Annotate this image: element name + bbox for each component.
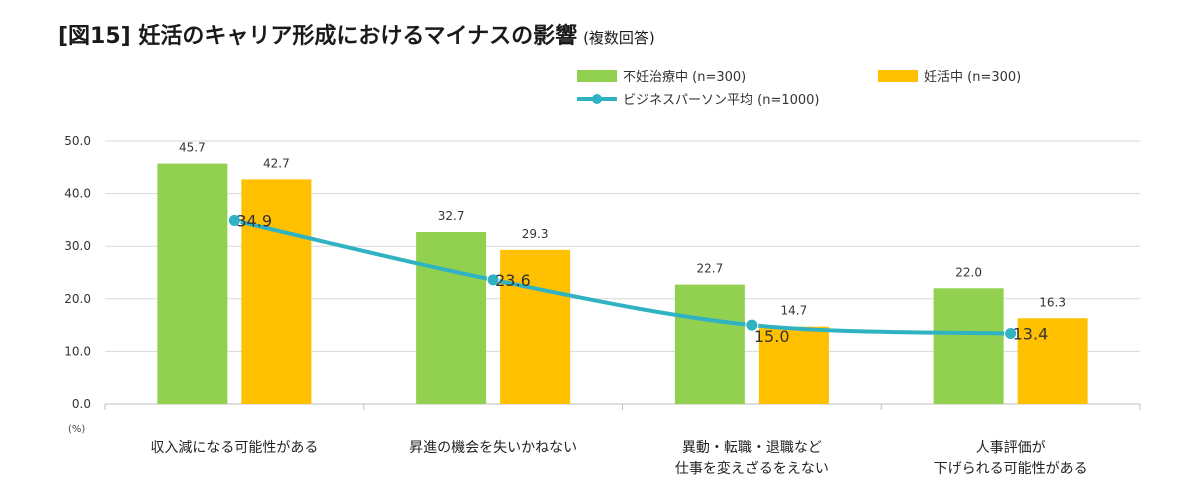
bar-trying-to-conceive bbox=[758, 326, 829, 404]
y-tick-label: 50.0 bbox=[64, 134, 91, 148]
bar-fertility-treatment bbox=[933, 288, 1004, 404]
legend-label: 妊活中 (n=300) bbox=[924, 70, 1021, 85]
category-label: 仕事を変えざるをえない bbox=[675, 460, 829, 477]
category-label: 収入減になる可能性がある bbox=[150, 439, 318, 456]
category-label: 人事評価が bbox=[976, 440, 1046, 456]
y-axis: 0.0 10.0 20.0 30.0 40.0 50.0 (%) bbox=[64, 134, 91, 435]
category-label: 昇進の機会を失いかねない bbox=[409, 440, 577, 456]
bar-value-label: 22.7 bbox=[697, 262, 724, 276]
category-label: 下げられる可能性がある bbox=[934, 461, 1088, 477]
average-value-label: 23.6 bbox=[495, 271, 531, 290]
category-label: 異動・転職・退職など bbox=[682, 440, 822, 456]
average-line bbox=[227, 213, 1018, 341]
chart-title-text: [図15] 妊活のキャリア形成におけるマイナスの影響 bbox=[58, 24, 578, 49]
average-line-path bbox=[232, 218, 1013, 336]
y-tick-label: 40.0 bbox=[64, 187, 91, 201]
bar-trying-to-conceive bbox=[1017, 318, 1088, 404]
average-value-label: 15.0 bbox=[754, 327, 790, 346]
y-tick-label: 20.0 bbox=[64, 292, 91, 306]
y-tick-label: 0.0 bbox=[72, 397, 91, 411]
average-line-point bbox=[486, 273, 500, 287]
average-line-point bbox=[745, 318, 759, 332]
legend: 不妊治療中 (n=300) 妊活中 (n=300) ビジネスパーソン平均 (n=10… bbox=[577, 70, 1021, 108]
average-line-point bbox=[1004, 327, 1018, 341]
legend-label: 不妊治療中 (n=300) bbox=[623, 70, 746, 85]
legend-swatch-marker bbox=[592, 94, 602, 104]
bar-value-label: 22.0 bbox=[955, 265, 982, 279]
bar-fertility-treatment bbox=[157, 163, 228, 404]
legend-swatch bbox=[878, 70, 918, 82]
chart-title: [図15] 妊活のキャリア形成におけるマイナスの影響 (複数回答) bbox=[58, 18, 655, 50]
y-unit-label: (%) bbox=[68, 424, 85, 435]
legend-label: ビジネスパーソン平均 (n=1000) bbox=[623, 93, 820, 108]
bar-fertility-treatment bbox=[416, 231, 487, 404]
bar-fertility-treatment bbox=[674, 284, 745, 404]
bar-trying-to-conceive bbox=[241, 179, 312, 404]
legend-swatch bbox=[577, 70, 617, 82]
y-tick-label: 30.0 bbox=[64, 239, 91, 253]
chart-subtitle: (複数回答) bbox=[583, 29, 655, 47]
average-value-label: 13.4 bbox=[1013, 325, 1049, 344]
x-axis: 収入減になる可能性がある 昇進の機会を失いかねない 異動・転職・退職など仕事を変えざ… bbox=[104, 404, 1141, 477]
bar-value-label: 29.3 bbox=[522, 227, 549, 241]
bar-value-label: 42.7 bbox=[263, 156, 290, 170]
bar-trying-to-conceive bbox=[500, 249, 571, 404]
bar-value-label: 14.7 bbox=[781, 304, 808, 318]
bars bbox=[157, 163, 1088, 404]
data-labels: 45.7 42.7 32.7 29.3 22.7 14.7 22.0 16.3 34.9 23.6… bbox=[179, 141, 1066, 346]
average-line-point bbox=[227, 213, 241, 227]
bar-value-label: 16.3 bbox=[1039, 295, 1066, 309]
bar-value-label: 32.7 bbox=[438, 209, 465, 223]
bar-value-label: 45.7 bbox=[179, 141, 206, 155]
average-value-label: 34.9 bbox=[236, 211, 272, 230]
y-tick-label: 10.0 bbox=[64, 344, 91, 358]
